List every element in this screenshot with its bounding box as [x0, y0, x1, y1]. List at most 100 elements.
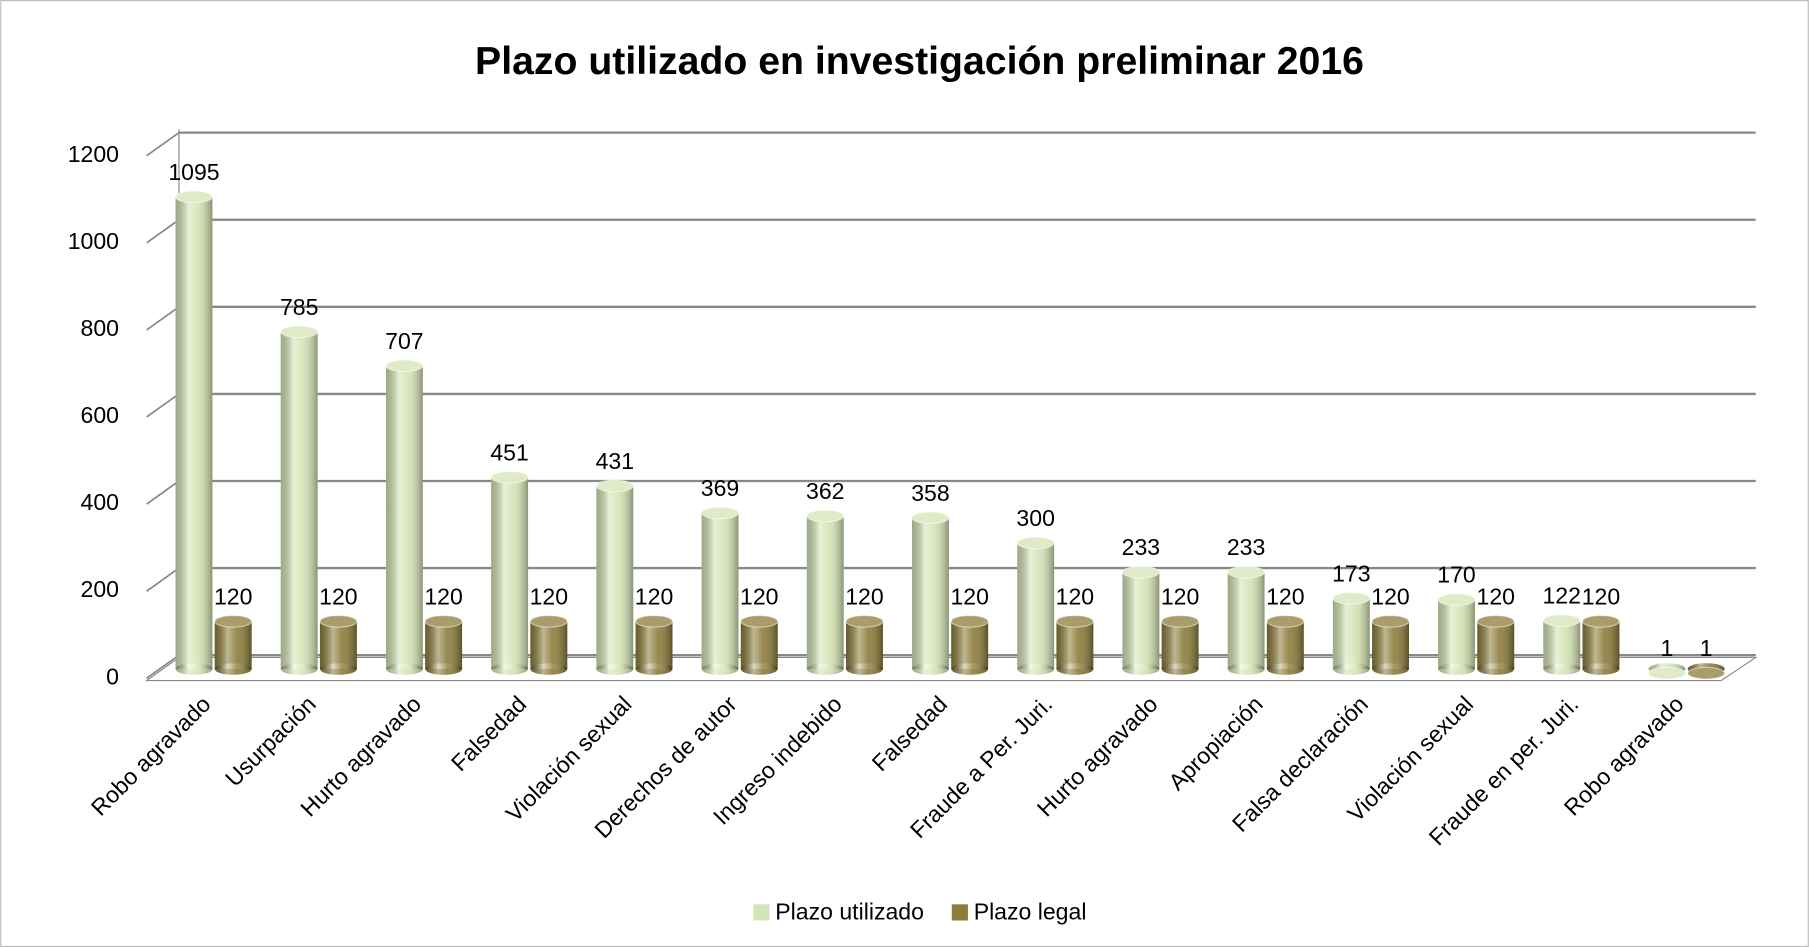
bar-base-shade — [635, 663, 673, 675]
bar-top-shade — [214, 615, 252, 628]
bar — [1437, 593, 1476, 675]
bar-top — [806, 509, 845, 523]
bar — [1332, 591, 1371, 675]
data-label: 120 — [1161, 583, 1199, 609]
bar-shade — [1582, 621, 1620, 670]
bar-shade — [1266, 621, 1304, 670]
tick-mark — [146, 131, 180, 157]
bar-top-shade — [1056, 615, 1094, 628]
bar-top — [595, 479, 634, 493]
bar-top — [1227, 565, 1266, 579]
chart-title: Plazo utilizado en investigación prelimi… — [475, 40, 1364, 83]
bar-base-shade — [1161, 663, 1199, 675]
bar-top-shade — [951, 615, 989, 628]
bar-top — [1647, 666, 1686, 680]
data-label: 120 — [424, 583, 462, 609]
bar-top — [490, 470, 529, 484]
bar-shade — [385, 365, 423, 670]
bar-base-shade — [1266, 663, 1304, 675]
bar-base-shade — [951, 663, 989, 675]
bar-top — [1476, 615, 1515, 628]
bar-top — [911, 511, 950, 525]
data-label: 120 — [845, 583, 883, 609]
bar — [214, 615, 253, 675]
bar — [911, 511, 950, 675]
bar — [700, 506, 740, 675]
data-label: 120 — [635, 583, 673, 609]
bar-base-shade — [1122, 663, 1160, 675]
bar-shade — [319, 621, 357, 670]
bar-top-shade — [806, 510, 844, 522]
bar-base-shade — [175, 663, 213, 675]
bar-shade — [1438, 599, 1475, 670]
bar-top-shade — [1687, 667, 1725, 679]
bar-shade — [596, 485, 634, 670]
bar — [1266, 615, 1305, 675]
bar-top-shade — [385, 360, 423, 372]
data-label: 120 — [214, 583, 252, 609]
bar-top-shade — [635, 615, 673, 628]
data-label: 707 — [385, 328, 423, 354]
bar-shade — [214, 621, 252, 670]
bar-top-shade — [1122, 566, 1160, 578]
bar-base-shade — [1227, 663, 1265, 675]
bar — [1161, 615, 1200, 675]
legend-swatch — [753, 904, 770, 921]
bar-top — [1332, 591, 1371, 605]
bar-shade — [1543, 620, 1581, 670]
bar-base-shade — [1582, 663, 1620, 675]
bar-shade — [1477, 621, 1515, 670]
bar — [529, 615, 568, 675]
data-label: 120 — [530, 583, 568, 609]
bar-top-shade — [740, 615, 778, 628]
bar-base-shade — [596, 663, 634, 675]
tick-mark — [146, 219, 180, 244]
bar-base-shade — [319, 663, 357, 675]
data-label: 120 — [319, 583, 357, 609]
bar-base-shade — [701, 663, 739, 675]
bar-top — [385, 359, 424, 373]
bar-base-shade — [846, 663, 883, 675]
bar — [1542, 614, 1581, 675]
data-label: 120 — [1582, 583, 1620, 609]
bar — [1016, 536, 1055, 675]
data-label: 120 — [740, 583, 778, 609]
y-tick-label: 600 — [81, 402, 119, 428]
bar-top — [529, 615, 568, 628]
data-label: 120 — [1266, 583, 1304, 609]
bar-top-shade — [1477, 615, 1515, 628]
bar-shade — [701, 512, 739, 670]
bar-top — [424, 615, 463, 628]
bar-top-shade — [1582, 615, 1620, 628]
y-tick-label: 1000 — [68, 228, 119, 254]
bar-shade — [1332, 598, 1370, 670]
bar-shade — [740, 621, 778, 670]
bar-base-shade — [911, 663, 949, 675]
tick-mark — [146, 567, 180, 592]
bar-top — [1016, 536, 1055, 550]
bar-top-shade — [1017, 537, 1055, 549]
bar — [1227, 565, 1266, 675]
bar-shade — [1227, 572, 1265, 670]
y-tick-label: 0 — [106, 663, 119, 689]
legend-swatch — [951, 904, 968, 921]
bar-shade — [635, 621, 673, 670]
bar-shade — [1372, 621, 1409, 670]
bar-base-shade — [1017, 663, 1055, 675]
y-tick-label: 200 — [81, 576, 119, 602]
data-label: 173 — [1332, 560, 1370, 586]
bar-top-shade — [1543, 614, 1581, 627]
bar — [319, 615, 358, 675]
bar-top — [280, 325, 319, 339]
bar — [595, 479, 634, 675]
bar-top-shade — [1161, 615, 1199, 628]
bar-top-shade — [1227, 566, 1265, 578]
bar-shade — [530, 621, 568, 670]
bar-top — [1371, 615, 1410, 628]
bar-top-shade — [1332, 592, 1370, 605]
bar-top — [214, 615, 253, 628]
tick-mark — [146, 306, 180, 331]
bar-base-shade — [491, 663, 529, 675]
